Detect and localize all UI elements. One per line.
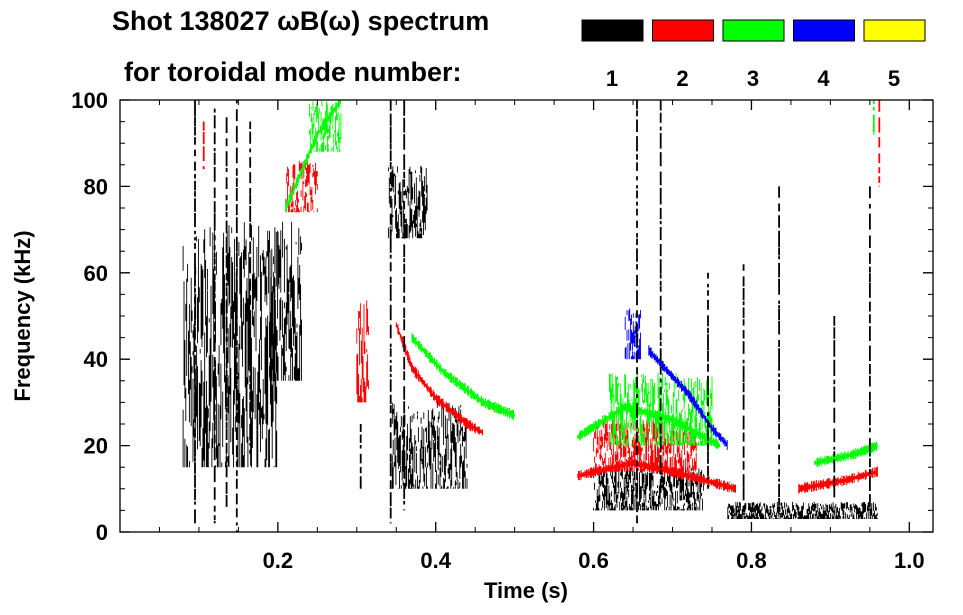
x-tick-label: 0.4: [420, 548, 451, 573]
trace-mode-2-6: [798, 466, 878, 494]
x-tick-label: 0.8: [736, 548, 767, 573]
legend: 1 2 3 4 5: [581, 19, 926, 91]
trace-mode-3-4: [577, 401, 721, 449]
legend-label-mode-5: 5: [888, 66, 900, 91]
minor-ticks: [120, 100, 933, 532]
y-tick-label: 80: [84, 174, 108, 199]
y-tick-label: 60: [84, 261, 108, 286]
legend-label-mode-1: 1: [606, 66, 618, 91]
region-mode-2-7: [356, 300, 369, 403]
major-ticks: [120, 99, 933, 533]
trace-mode-2-5: [577, 458, 736, 493]
region-mode-1-2: [387, 165, 428, 239]
legend-swatch-mode-4: [793, 19, 855, 42]
y-tick-label: 0: [96, 520, 108, 545]
axes: 0.2 0.4 0.6 0.8 1.0 0 20 40 60 80 100: [71, 88, 933, 573]
legend-swatch-mode-5: [863, 19, 926, 42]
trace-mode-3-1: [411, 332, 515, 420]
y-tick-label: 40: [84, 347, 108, 372]
x-tick-label: 0.6: [578, 548, 609, 573]
legend-label-mode-4: 4: [817, 66, 830, 91]
x-axis-label: Time (s): [484, 578, 568, 603]
trace-mode-3-2: [285, 100, 341, 213]
legend-label-mode-2: 2: [676, 66, 688, 91]
chart-title: Shot 138027 ωB(ω) spectrum: [112, 6, 490, 36]
spectrum-data: [182, 100, 881, 532]
x-tick-label: 1.0: [894, 548, 925, 573]
trace-mode-3-7: [814, 441, 878, 467]
legend-label-mode-3: 3: [747, 66, 759, 91]
region-mode-2-6: [285, 160, 318, 213]
legend-swatch-mode-3: [722, 19, 785, 42]
y-tick-label: 100: [71, 88, 108, 113]
region-mode-1-3: [391, 402, 468, 489]
legend-caption: for toroidal mode number:: [124, 57, 462, 87]
region-mode-3-9: [308, 100, 342, 152]
region-mode-1-5: [727, 501, 878, 519]
region-mode-1-1: [269, 221, 302, 381]
trace-mode-4-3: [648, 345, 728, 450]
legend-swatch-mode-2: [652, 19, 714, 42]
legend-swatch-mode-1: [581, 19, 644, 42]
y-axis-label: Frequency (kHz): [10, 230, 35, 401]
x-tick-label: 0.2: [263, 548, 294, 573]
region-mode-1-0: [182, 222, 279, 468]
region-mode-4-11: [624, 308, 641, 360]
trace-mode-2-0: [395, 322, 483, 436]
y-tick-label: 20: [84, 434, 108, 459]
